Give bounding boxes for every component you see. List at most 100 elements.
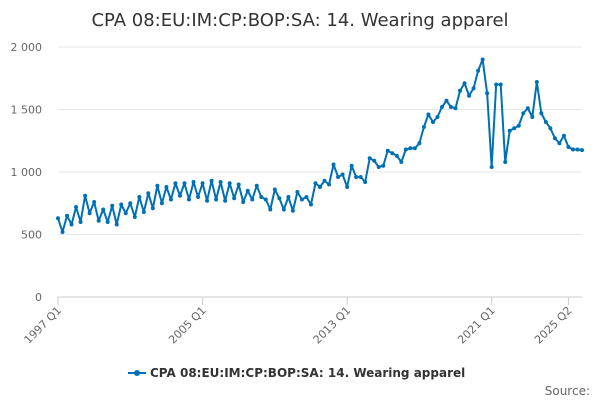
- data-point[interactable]: [494, 82, 499, 87]
- data-point[interactable]: [250, 197, 255, 202]
- legend[interactable]: CPA 08:EU:IM:CP:BOP:SA: 14. Wearing appa…: [128, 366, 465, 380]
- data-point[interactable]: [349, 163, 354, 168]
- data-point[interactable]: [209, 178, 214, 183]
- data-point[interactable]: [60, 230, 65, 234]
- data-point[interactable]: [561, 133, 566, 138]
- data-point[interactable]: [105, 220, 110, 224]
- data-point[interactable]: [146, 191, 151, 196]
- data-point[interactable]: [417, 141, 422, 146]
- data-point[interactable]: [480, 57, 485, 62]
- data-point[interactable]: [286, 195, 291, 199]
- data-point[interactable]: [232, 196, 237, 201]
- data-point[interactable]: [543, 120, 548, 124]
- data-point[interactable]: [412, 146, 417, 151]
- data-point[interactable]: [177, 193, 182, 198]
- data-point[interactable]: [114, 222, 119, 227]
- data-point[interactable]: [277, 196, 282, 201]
- data-point[interactable]: [557, 141, 562, 146]
- data-point[interactable]: [128, 201, 133, 206]
- data-point[interactable]: [575, 147, 580, 152]
- data-point[interactable]: [236, 182, 241, 187]
- data-point[interactable]: [78, 220, 83, 224]
- data-point[interactable]: [376, 165, 381, 169]
- data-point[interactable]: [259, 195, 264, 199]
- data-point[interactable]: [132, 215, 137, 219]
- data-point[interactable]: [69, 222, 74, 227]
- data-point[interactable]: [110, 203, 115, 208]
- data-point[interactable]: [512, 126, 517, 131]
- data-point[interactable]: [173, 181, 178, 186]
- data-point[interactable]: [308, 202, 313, 207]
- data-point[interactable]: [272, 187, 277, 192]
- data-point[interactable]: [358, 175, 363, 179]
- data-point[interactable]: [462, 81, 467, 86]
- data-point[interactable]: [336, 175, 341, 179]
- data-point[interactable]: [123, 211, 128, 216]
- data-point[interactable]: [552, 136, 557, 141]
- data-point[interactable]: [263, 197, 268, 202]
- data-point[interactable]: [168, 197, 173, 202]
- data-point[interactable]: [476, 68, 481, 73]
- data-point[interactable]: [489, 165, 494, 169]
- data-point[interactable]: [200, 181, 205, 186]
- data-point[interactable]: [268, 207, 273, 212]
- data-point[interactable]: [205, 198, 210, 203]
- data-point[interactable]: [580, 148, 584, 153]
- data-point[interactable]: [507, 128, 512, 133]
- data-point[interactable]: [164, 185, 169, 189]
- data-point[interactable]: [503, 160, 508, 164]
- data-point[interactable]: [137, 195, 142, 199]
- data-point[interactable]: [331, 162, 336, 167]
- data-point[interactable]: [119, 202, 124, 207]
- data-point[interactable]: [340, 172, 345, 177]
- data-point[interactable]: [444, 98, 449, 103]
- data-point[interactable]: [218, 180, 223, 184]
- data-point[interactable]: [155, 183, 160, 188]
- data-point[interactable]: [187, 197, 191, 202]
- data-point[interactable]: [394, 153, 399, 158]
- data-point[interactable]: [223, 198, 228, 203]
- data-point[interactable]: [381, 163, 386, 168]
- data-point[interactable]: [570, 147, 575, 152]
- data-point[interactable]: [385, 148, 390, 153]
- data-point[interactable]: [458, 88, 463, 93]
- data-point[interactable]: [399, 160, 404, 164]
- data-point[interactable]: [539, 111, 544, 116]
- data-point[interactable]: [530, 115, 535, 119]
- data-point[interactable]: [182, 181, 187, 186]
- data-point[interactable]: [363, 180, 368, 184]
- data-point[interactable]: [345, 185, 350, 189]
- data-point[interactable]: [214, 197, 219, 202]
- data-point[interactable]: [295, 190, 300, 194]
- data-point[interactable]: [521, 111, 526, 116]
- data-point[interactable]: [92, 200, 97, 204]
- data-point[interactable]: [372, 158, 377, 163]
- data-point[interactable]: [150, 206, 155, 211]
- data-point[interactable]: [367, 156, 372, 161]
- data-point[interactable]: [408, 146, 413, 151]
- data-point[interactable]: [548, 126, 553, 131]
- data-point[interactable]: [498, 82, 503, 87]
- data-point[interactable]: [516, 123, 521, 128]
- data-point[interactable]: [485, 91, 490, 96]
- data-point[interactable]: [313, 181, 318, 186]
- data-point[interactable]: [449, 105, 453, 109]
- data-point[interactable]: [101, 207, 106, 212]
- data-point[interactable]: [403, 147, 408, 152]
- data-point[interactable]: [74, 205, 79, 209]
- data-point[interactable]: [290, 208, 295, 213]
- data-point[interactable]: [227, 181, 232, 186]
- data-point[interactable]: [241, 200, 246, 204]
- data-point[interactable]: [430, 120, 435, 124]
- data-point[interactable]: [245, 188, 250, 193]
- data-point[interactable]: [281, 207, 286, 212]
- data-point[interactable]: [141, 210, 146, 214]
- data-point[interactable]: [87, 211, 92, 216]
- data-point[interactable]: [439, 105, 444, 109]
- data-point[interactable]: [471, 86, 476, 91]
- data-point[interactable]: [467, 93, 472, 98]
- data-point[interactable]: [390, 151, 395, 156]
- data-point[interactable]: [254, 183, 259, 188]
- data-point[interactable]: [318, 185, 322, 189]
- data-point[interactable]: [421, 125, 426, 129]
